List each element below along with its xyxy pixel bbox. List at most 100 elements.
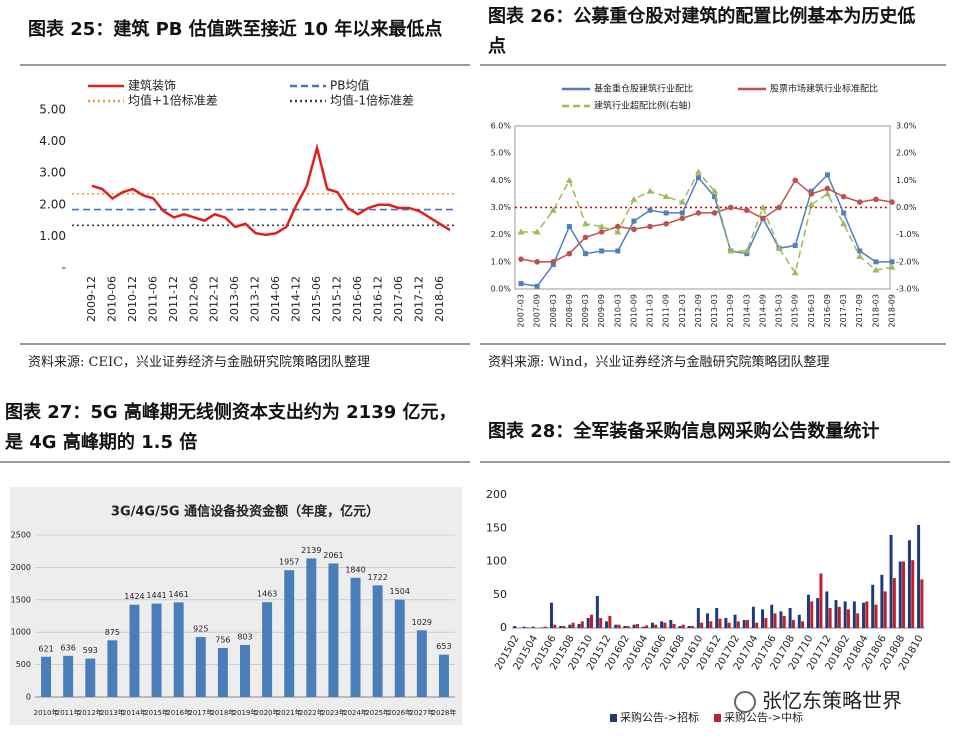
bar (645, 625, 649, 628)
x-tick-label: 2024年 (343, 708, 368, 717)
data-label: 875 (105, 628, 120, 637)
x-tick-label: 2023年 (321, 708, 346, 717)
bar (372, 585, 383, 697)
bar (755, 622, 759, 628)
source: 资料来源: CEIC，兴业证券经济与金融研究院策略团队整理 (28, 355, 371, 370)
marker (518, 281, 524, 287)
bar (240, 644, 250, 697)
bar (920, 579, 924, 628)
bar (828, 608, 832, 628)
bar (614, 624, 618, 628)
bar (852, 601, 856, 628)
x-tick-label: 2015-06 (310, 276, 323, 322)
bar (626, 626, 630, 628)
y2-tick-label: 3.0% (896, 122, 917, 131)
marker (711, 210, 718, 216)
x-tick-label: 2010年 (34, 708, 59, 717)
bar (843, 601, 847, 628)
chart-subtitle: 3G/4G/5G 通信设备投资金额（年度，亿元） (111, 504, 379, 520)
x-tick-label: 2015-09 (791, 294, 800, 327)
bar (173, 602, 184, 697)
marker (857, 248, 863, 254)
marker (744, 207, 750, 214)
bar (846, 609, 850, 628)
bar (663, 622, 667, 628)
bar (880, 574, 884, 628)
bar (874, 604, 878, 628)
x-tick-label: 2012-03 (678, 294, 687, 327)
data-label: 1840 (345, 565, 365, 574)
marker (759, 204, 767, 210)
y-tick-label: 0 (500, 621, 507, 634)
bar (746, 620, 750, 628)
bar (350, 577, 361, 697)
bar (871, 584, 875, 628)
bar (531, 626, 535, 628)
data-label: 636 (61, 643, 76, 652)
x-tick-label: 2012-06 (187, 276, 200, 322)
marker (841, 210, 847, 216)
bar (217, 648, 228, 697)
data-label: 653 (436, 642, 451, 651)
data-label: 1504 (390, 587, 410, 596)
y-tick-label: 1500 (11, 595, 31, 604)
x-tick-label: 2014-09 (758, 294, 767, 327)
y-tick-label: 3.0% (491, 203, 512, 212)
bar (577, 624, 581, 628)
bar (715, 608, 719, 628)
marker (565, 176, 573, 183)
x-tick-label: 2016年 (166, 708, 191, 717)
bar (654, 624, 658, 628)
marker (615, 248, 621, 254)
x-tick-label: 2028年 (432, 708, 457, 717)
bar (917, 524, 921, 628)
marker (631, 218, 637, 224)
marker (840, 220, 848, 227)
marker (679, 210, 685, 216)
marker (873, 196, 879, 203)
marker (678, 198, 686, 205)
bar (883, 591, 887, 628)
x-tick-label: 2021年 (277, 708, 302, 717)
y-tick-label: 2.0% (491, 230, 512, 239)
x-tick-label: 2014-03 (742, 294, 751, 327)
y-tick-label: 0.0% (491, 285, 512, 294)
marker (807, 201, 815, 208)
x-tick-label: 2017年 (188, 708, 213, 717)
bar (599, 618, 603, 628)
bar (553, 624, 557, 628)
marker (663, 221, 669, 227)
legend-label: 均值-1倍标准差 (330, 93, 414, 108)
data-label: 2061 (323, 551, 343, 560)
marker (598, 229, 605, 235)
marker (872, 266, 880, 273)
marker (630, 195, 638, 202)
x-tick-label: 2010-12 (126, 276, 139, 322)
bar (608, 616, 612, 628)
bar (41, 656, 52, 697)
x-tick-label: 2017-12 (412, 276, 425, 322)
legend-label: 股票市场建筑行业标准配比 (770, 83, 878, 95)
marker (582, 220, 590, 227)
chart-title: 图表 25：建筑 PB 估值跌至接近 10 年以来最低点 (28, 19, 443, 40)
legend-label: PB均值 (330, 78, 369, 93)
bar (788, 608, 792, 628)
y-tick-label: 2500 (11, 531, 31, 540)
marker (727, 204, 734, 211)
marker (791, 269, 799, 276)
marker (889, 259, 895, 265)
bar (724, 618, 728, 628)
marker (840, 193, 847, 200)
bar (761, 609, 765, 628)
marker (712, 194, 718, 200)
bar (195, 637, 206, 697)
marker (856, 252, 864, 259)
marker (743, 247, 751, 254)
x-tick-label: 2014-12 (290, 276, 303, 322)
y-tick-label: 6.0% (491, 122, 512, 131)
bar (438, 654, 449, 697)
legend-label: 基金重仓股建筑行业配比 (594, 83, 693, 95)
data-label: 621 (38, 644, 53, 653)
y-tick-label: 1.0% (491, 257, 512, 266)
